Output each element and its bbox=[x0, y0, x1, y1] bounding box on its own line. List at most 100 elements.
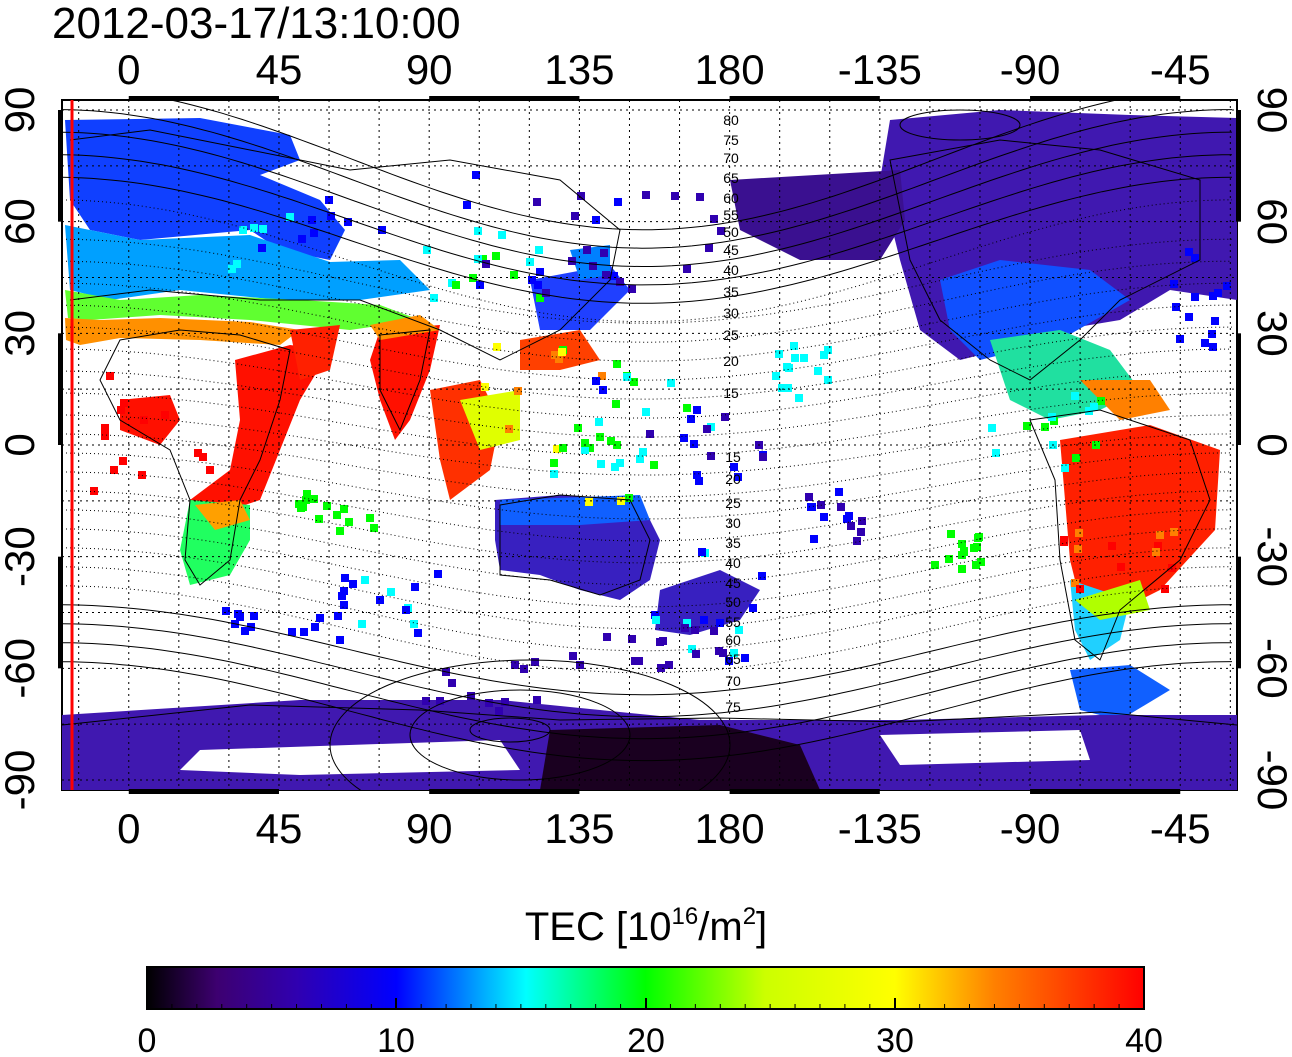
data-pixel bbox=[1108, 542, 1116, 550]
data-pixel bbox=[616, 459, 624, 467]
data-pixel bbox=[693, 406, 701, 414]
data-pixel bbox=[119, 457, 127, 465]
contour-label: 65 bbox=[725, 651, 741, 667]
data-pixel bbox=[783, 363, 791, 371]
data-pixel bbox=[474, 227, 482, 235]
contour-label: 25 bbox=[725, 495, 741, 511]
lat-tick-label-right: -30 bbox=[1249, 526, 1292, 587]
contour-line bbox=[62, 490, 1232, 564]
data-pixel bbox=[734, 473, 742, 481]
data-pixel bbox=[1176, 335, 1184, 343]
right-lat-ticks: 90 60 30 0 -30 -60 -90 bbox=[1249, 87, 1292, 811]
data-pixel bbox=[730, 463, 738, 471]
data-pixel bbox=[303, 490, 311, 498]
colorbar-label-exp1: 16 bbox=[671, 903, 699, 930]
data-pixel bbox=[528, 276, 536, 284]
data-pixel bbox=[501, 698, 509, 706]
data-pixel bbox=[493, 343, 501, 351]
data-pixel bbox=[958, 540, 966, 548]
data-pixel bbox=[1076, 585, 1084, 593]
data-pixel bbox=[120, 399, 128, 407]
data-pixel bbox=[992, 449, 1000, 457]
data-pixel bbox=[583, 246, 591, 254]
data-pixel bbox=[1023, 422, 1031, 430]
lon-tick-label-top: 0 bbox=[117, 46, 140, 93]
tec-patch-indochina bbox=[460, 390, 520, 450]
data-pixel bbox=[667, 379, 675, 387]
data-pixel bbox=[700, 616, 708, 624]
data-pixel bbox=[535, 246, 543, 254]
data-pixel bbox=[550, 459, 558, 467]
tec-patch-west-africa bbox=[120, 395, 180, 445]
data-pixel bbox=[1072, 454, 1080, 462]
antarctica-coast bbox=[62, 704, 1237, 726]
tec-patch-japan bbox=[530, 265, 630, 330]
no-data-region bbox=[880, 730, 1090, 765]
coastlines bbox=[62, 129, 1237, 726]
contour-label: 20 bbox=[723, 353, 739, 369]
colorbar-tick-label: 40 bbox=[1125, 1022, 1163, 1057]
data-pixel bbox=[820, 513, 828, 521]
colorbar-tick-label: 20 bbox=[627, 1022, 665, 1057]
data-pixel bbox=[603, 633, 611, 641]
data-pixel bbox=[1168, 564, 1176, 572]
tec-patch-new-zealand bbox=[655, 570, 760, 635]
lon-tick-label-top: -135 bbox=[838, 46, 922, 93]
data-pixel bbox=[423, 246, 431, 254]
contour-label: 15 bbox=[725, 449, 741, 465]
data-pixel bbox=[1209, 292, 1217, 300]
south-america-coast bbox=[1029, 409, 1211, 661]
data-pixel bbox=[1061, 464, 1069, 472]
lon-tick-label-bottom: 45 bbox=[256, 805, 303, 852]
data-pixel bbox=[241, 627, 249, 635]
data-pixel bbox=[824, 376, 832, 384]
axis-bar-right bbox=[1236, 333, 1241, 445]
colorbar-label-end: ] bbox=[756, 905, 768, 949]
data-pixel bbox=[581, 439, 589, 447]
contour-label: 70 bbox=[725, 673, 741, 689]
contour-ring bbox=[409, 689, 631, 781]
data-pixel bbox=[250, 612, 258, 620]
contour-line bbox=[62, 642, 1232, 740]
data-pixel bbox=[571, 212, 579, 220]
top-lon-ticks: 0 45 90 135 180 -135 -90 -45 bbox=[117, 46, 1211, 93]
tec-patch-arabia bbox=[290, 325, 340, 380]
data-pixel bbox=[630, 378, 638, 386]
data-pixel bbox=[730, 649, 738, 657]
data-pixel bbox=[358, 620, 366, 628]
magnetic-contours bbox=[62, 100, 1233, 790]
data-pixel bbox=[569, 652, 577, 660]
data-pixel bbox=[977, 558, 985, 566]
data-pixel bbox=[710, 627, 718, 635]
tec-patch-drake bbox=[1070, 665, 1170, 720]
data-pixel bbox=[299, 503, 307, 511]
data-pixel bbox=[596, 433, 604, 441]
data-pixel bbox=[795, 394, 803, 402]
data-pixel bbox=[652, 616, 660, 624]
lon-tick-label-top: 180 bbox=[695, 46, 765, 93]
data-pixel bbox=[735, 626, 743, 634]
lon-tick-label-bottom: -135 bbox=[838, 805, 922, 852]
lon-tick-label-bottom: 90 bbox=[406, 805, 453, 852]
data-pixel bbox=[414, 629, 422, 637]
data-pixel bbox=[710, 215, 718, 223]
axis-bar-bottom bbox=[128, 789, 279, 794]
scattered-data-points bbox=[90, 171, 1231, 715]
colorbar-ticks bbox=[146, 998, 1145, 1009]
lat-tick-label-left: 60 bbox=[0, 198, 43, 245]
no-data-region bbox=[180, 740, 520, 775]
data-pixel bbox=[511, 661, 519, 669]
data-pixel bbox=[598, 372, 606, 380]
data-pixel bbox=[581, 446, 589, 454]
contour-labels: 8075706560555045403530252015152025303540… bbox=[723, 112, 741, 715]
data-pixel bbox=[476, 281, 484, 289]
data-pixel bbox=[597, 460, 605, 468]
tec-patch-sahara bbox=[65, 318, 300, 345]
data-pixel bbox=[236, 613, 244, 621]
data-pixel bbox=[707, 452, 715, 460]
data-pixel bbox=[665, 661, 673, 669]
data-pixel bbox=[258, 244, 266, 252]
colorbar-label-mid: /m bbox=[698, 905, 743, 949]
data-pixel bbox=[824, 346, 832, 354]
data-pixel bbox=[199, 453, 207, 461]
